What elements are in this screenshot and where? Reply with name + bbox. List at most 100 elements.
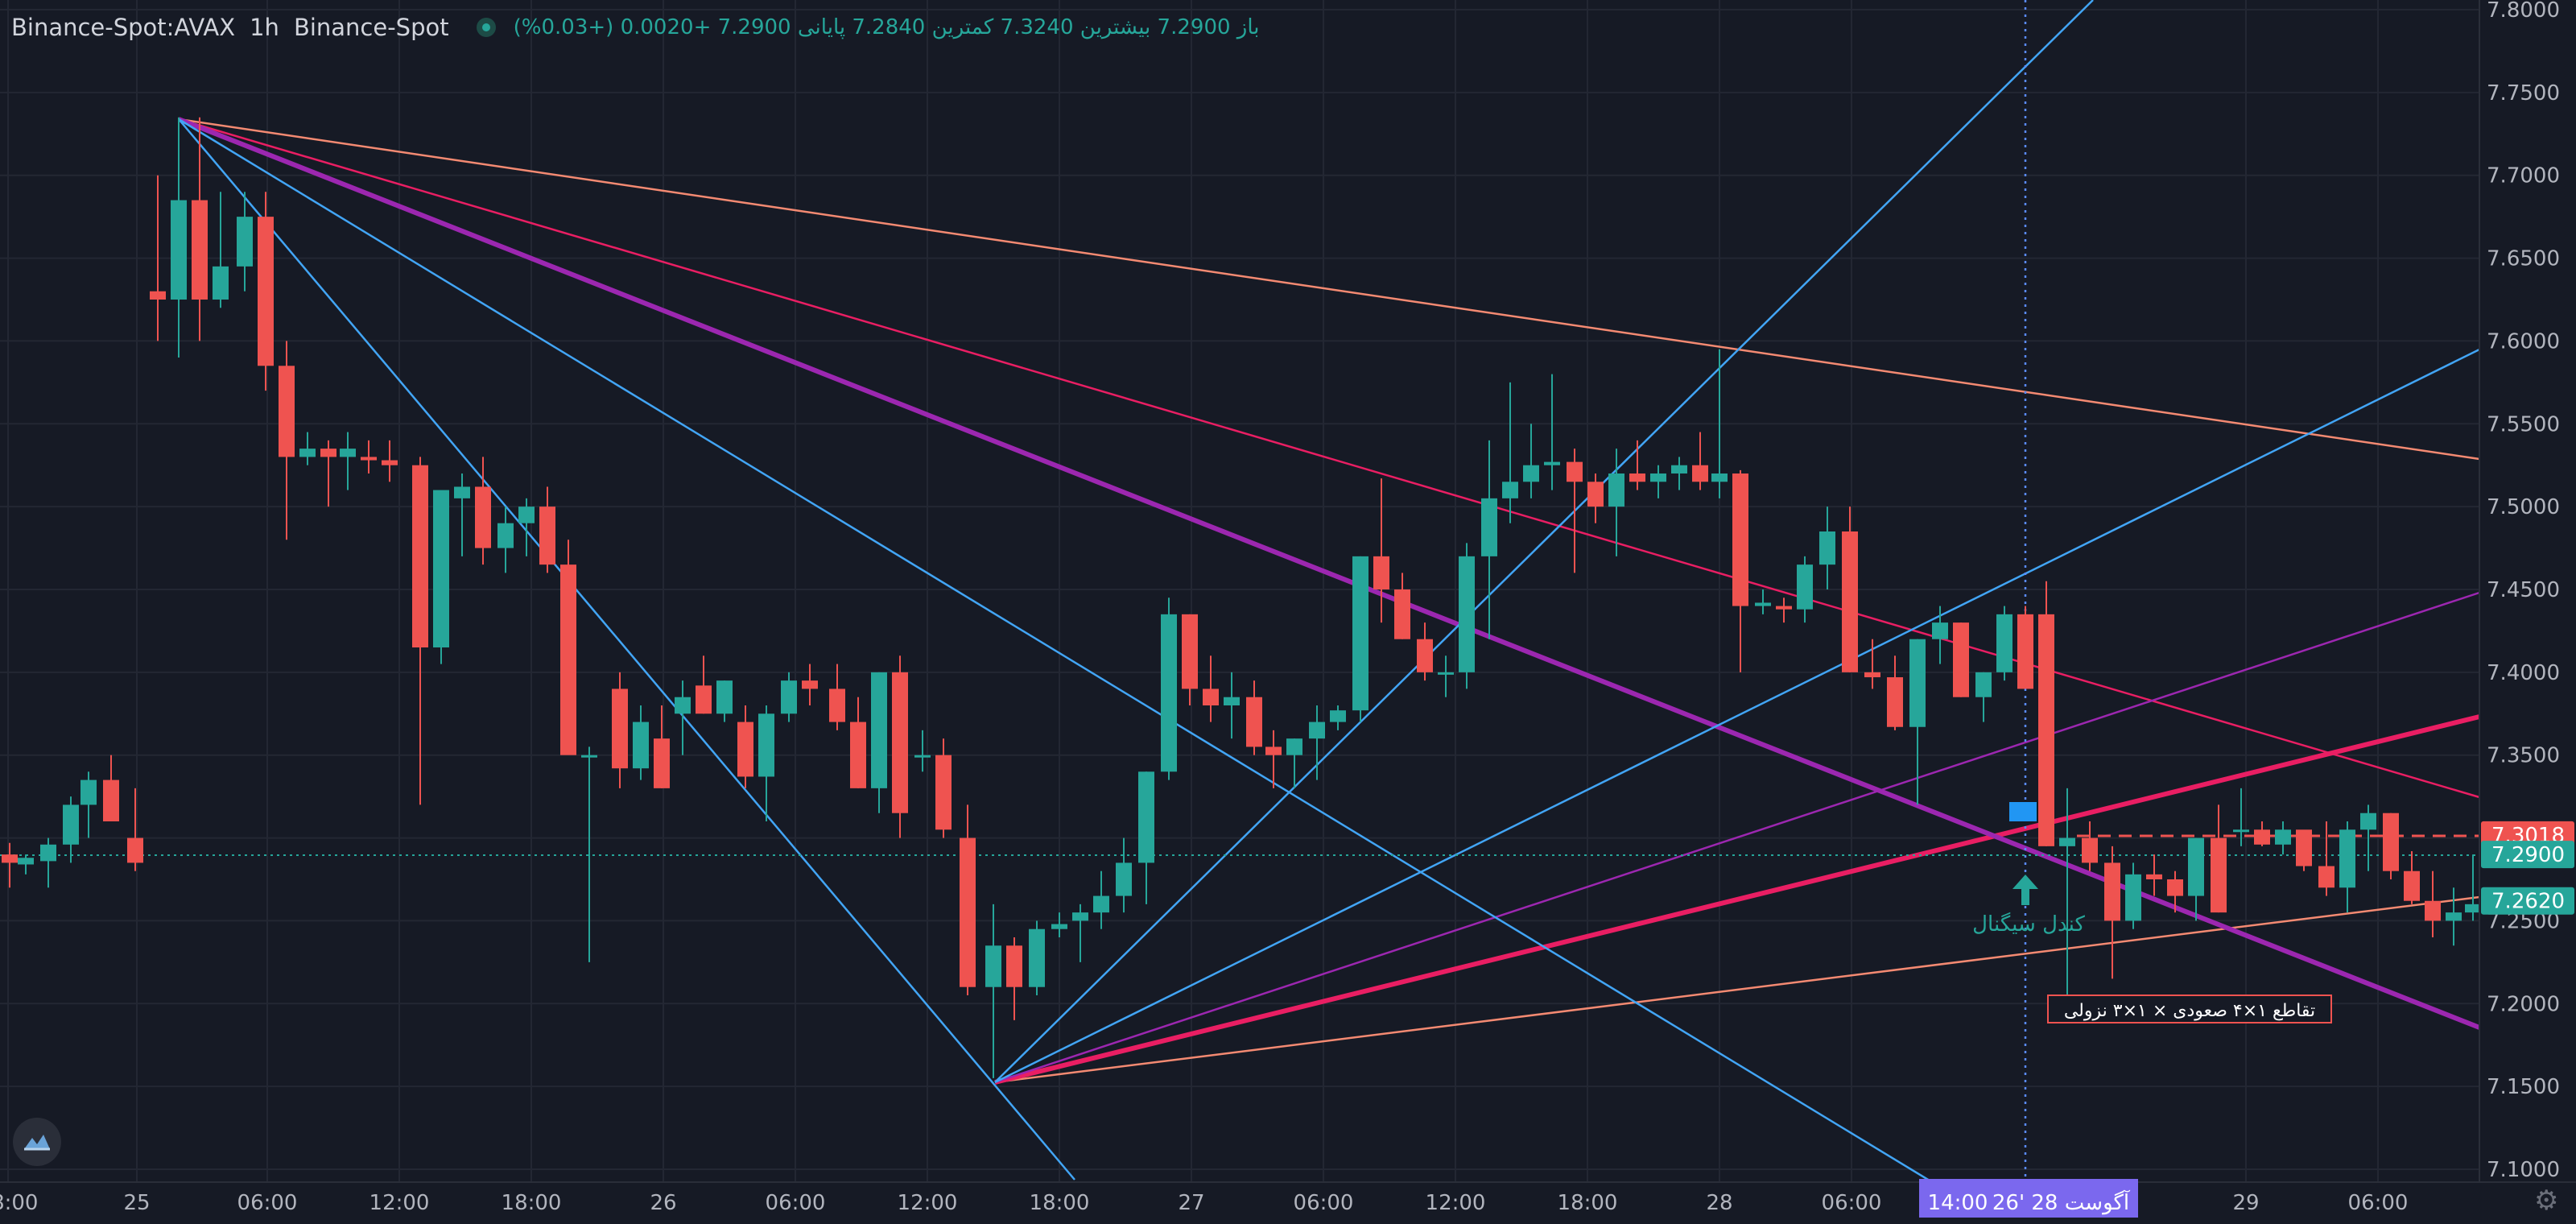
candle <box>1417 622 1433 681</box>
candle <box>2146 854 2162 896</box>
candle <box>2465 854 2481 921</box>
candle <box>2188 837 2204 921</box>
interval-label[interactable]: 1h <box>250 14 279 41</box>
candle <box>1352 556 1368 722</box>
time-tick-label: 12:00 <box>369 1191 430 1215</box>
candle <box>1072 904 1088 962</box>
price-tick-label: 7.1500 <box>2487 1075 2560 1099</box>
candle <box>1864 639 1880 689</box>
candle <box>2125 862 2141 929</box>
candle <box>1629 440 1645 490</box>
price-tick-label: 7.2000 <box>2487 992 2560 1016</box>
market-status-icon <box>476 18 496 37</box>
price-axis-bg <box>2479 0 2576 1182</box>
candle <box>2296 829 2312 871</box>
candle <box>1608 449 1624 556</box>
price-axis[interactable]: 7.8000 7.7500 7.7000 7.6500 7.6000 7.5500 7.50… <box>2479 0 2576 1182</box>
cross-annotation-box <box>2047 994 2332 1023</box>
candle <box>633 705 649 780</box>
candle <box>237 192 253 292</box>
candle <box>1996 606 2013 681</box>
fan-line <box>178 118 2480 799</box>
candle <box>497 507 514 573</box>
signal-label: کندل سیگنال <box>1972 912 2085 937</box>
crosshair-time-label: 14:00 26' آگوست 28 <box>1919 1179 2138 1218</box>
candle <box>18 854 34 875</box>
candle <box>1909 639 1926 805</box>
candle <box>1438 655 1454 697</box>
candle <box>829 664 845 730</box>
candle <box>320 440 336 507</box>
candle <box>192 117 208 341</box>
candle <box>1502 382 1518 523</box>
time-tick-label: 26 <box>650 1191 676 1215</box>
candle <box>1138 771 1154 904</box>
candle <box>2233 788 2249 846</box>
candle <box>1819 507 1835 589</box>
candle <box>2 842 18 888</box>
price-tick-label: 7.6500 <box>2487 247 2560 271</box>
candle <box>2360 804 2376 871</box>
candle <box>1029 920 1045 995</box>
price-tick-label: 7.4000 <box>2487 661 2560 685</box>
time-tick-label: 06:00 <box>2348 1191 2409 1215</box>
candle <box>1953 622 1969 697</box>
chart-header: Binance-Spot:AVAX 1h Binance-Spot باز 7.… <box>11 10 1260 45</box>
candle <box>1671 457 1687 490</box>
candle <box>2211 804 2227 913</box>
candle <box>850 697 866 788</box>
candle <box>581 746 597 962</box>
candle <box>2104 846 2120 979</box>
fan-line <box>178 118 1075 1181</box>
candle <box>171 117 187 358</box>
candle <box>2404 851 2420 904</box>
candle <box>2318 821 2334 896</box>
candle <box>1330 705 1346 730</box>
fan-line <box>994 895 2480 1084</box>
candle <box>1224 672 1240 739</box>
candle <box>103 755 119 821</box>
candle <box>1842 507 1858 672</box>
candle <box>1587 473 1604 523</box>
logo-icon[interactable] <box>13 1118 61 1166</box>
candle <box>2275 821 2291 855</box>
candle <box>1755 589 1771 614</box>
candle <box>960 804 976 995</box>
candle <box>737 705 753 788</box>
time-tick-label: 06:00 <box>1294 1191 1354 1215</box>
grid-lines <box>0 0 2479 1182</box>
candle <box>361 440 377 473</box>
candle <box>1887 655 1903 730</box>
settings-gear-icon[interactable]: ⚙ <box>2534 1185 2559 1217</box>
candle <box>1265 730 1282 788</box>
candle <box>1732 469 1748 672</box>
time-tick-label: 18:00 <box>1558 1191 1618 1215</box>
candle <box>1006 937 1022 1020</box>
price-badge: 7.2620 <box>2481 887 2574 915</box>
candle <box>1286 738 1302 788</box>
candle <box>433 490 449 664</box>
time-axis[interactable]: 18:00 25 06:00 12:00 18:00 26 06:00 12:00 18:00 2… <box>0 1179 2576 1224</box>
fan-line <box>994 591 2480 1084</box>
candle <box>80 771 97 838</box>
candle <box>1161 598 1177 780</box>
candle <box>2446 887 2462 946</box>
price-tick-label: 7.4500 <box>2487 578 2560 602</box>
candle <box>279 341 295 540</box>
candle <box>1051 912 1067 937</box>
time-tick-label: 18:00 <box>1030 1191 1090 1215</box>
symbol-title[interactable]: Binance-Spot:AVAX <box>11 14 236 41</box>
fan-line <box>994 714 2480 1085</box>
candle <box>871 672 887 813</box>
fan-line <box>178 118 2480 461</box>
time-tick-label: 28 <box>1706 1191 1732 1215</box>
candle <box>63 796 79 863</box>
candle <box>382 440 398 482</box>
cross-annotation-label: تقاطع ۱×۴ صعودی × ۱×۳ نزولی <box>2064 1001 2315 1021</box>
candle <box>1692 432 1708 490</box>
annotations: کندل سیگنال تقاطع ۱×۴ صعودی × ۱×۳ نزولی <box>1972 802 2332 1023</box>
exchange-label: Binance-Spot <box>293 14 449 41</box>
candle <box>716 680 733 722</box>
candle <box>560 540 576 755</box>
